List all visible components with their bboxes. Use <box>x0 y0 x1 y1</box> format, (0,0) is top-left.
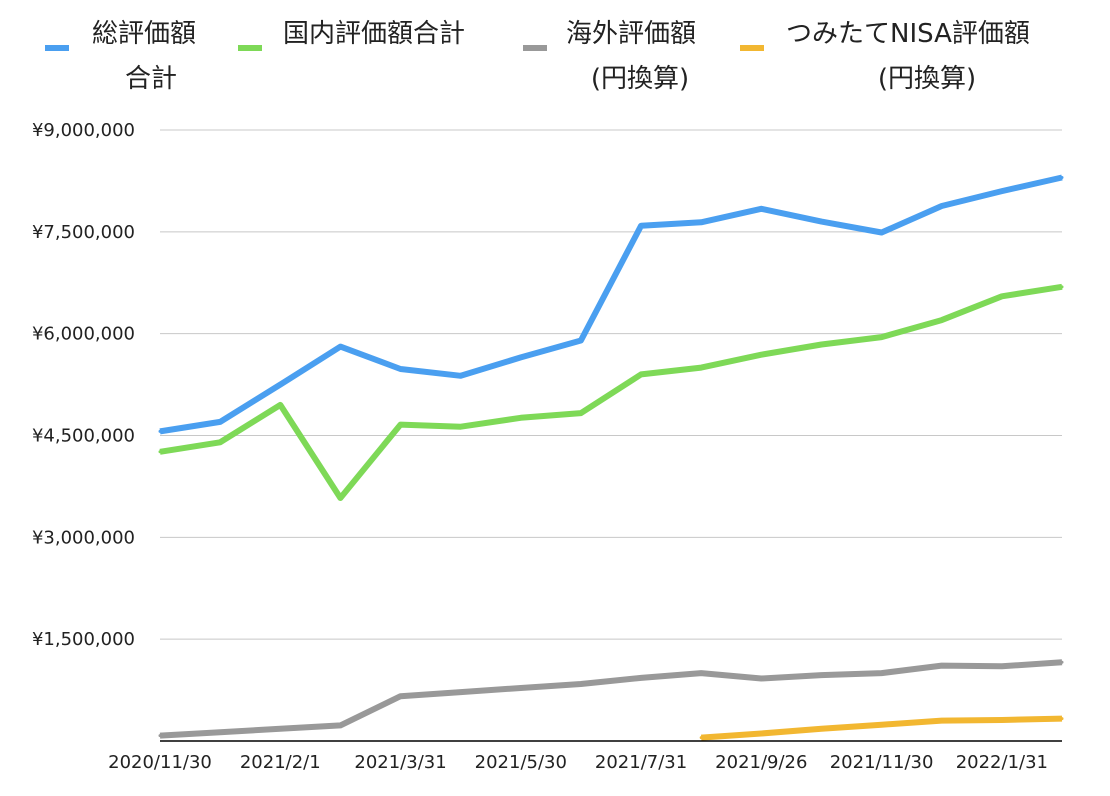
data-point <box>519 355 523 359</box>
data-point <box>579 338 583 342</box>
y-tick-label: ¥6,000,000 <box>32 324 135 345</box>
data-point <box>579 411 583 415</box>
legend-label: つみたてNISA評価額 <box>786 19 1030 49</box>
data-point <box>940 664 944 668</box>
data-point <box>940 318 944 322</box>
legend-label: 国内評価額合計 <box>283 19 465 49</box>
series-line-0 <box>159 174 1063 435</box>
x-tick-label: 2022/1/31 <box>956 752 1048 773</box>
x-tick-label: 2021/7/31 <box>595 752 687 773</box>
y-tick-label: ¥9,000,000 <box>32 120 135 141</box>
data-point <box>459 374 463 378</box>
data-point <box>1000 718 1004 722</box>
legend-label: (円換算) <box>591 64 689 94</box>
x-tick-label: 2021/11/30 <box>830 752 934 773</box>
data-point <box>759 207 763 211</box>
data-point <box>819 343 823 347</box>
x-tick-label: 2021/9/26 <box>715 752 807 773</box>
data-point <box>1060 660 1064 664</box>
data-point <box>278 727 282 731</box>
y-tick-label: ¥3,000,000 <box>32 527 135 548</box>
y-tick-label: ¥7,500,000 <box>32 222 135 243</box>
data-point <box>158 734 162 738</box>
data-point <box>699 366 703 370</box>
data-point <box>759 732 763 736</box>
data-point <box>278 383 282 387</box>
series-line-2 <box>159 659 1063 739</box>
data-point <box>399 423 403 427</box>
data-point <box>338 496 342 500</box>
data-point <box>759 353 763 357</box>
data-point <box>519 686 523 690</box>
data-point <box>158 450 162 454</box>
series-line-1 <box>159 283 1063 501</box>
data-point <box>158 429 162 433</box>
gridlines <box>160 129 1062 640</box>
legend-label: 総評価額 <box>92 19 196 49</box>
data-point <box>880 723 884 727</box>
data-point <box>940 204 944 208</box>
data-point <box>819 673 823 677</box>
data-point <box>940 719 944 723</box>
data-point <box>579 682 583 686</box>
y-tick-label: ¥4,500,000 <box>32 426 135 447</box>
data-point <box>1060 717 1064 721</box>
data-point <box>819 727 823 731</box>
data-point <box>699 736 703 740</box>
data-point <box>399 694 403 698</box>
data-point <box>880 671 884 675</box>
data-point <box>278 403 282 407</box>
x-tick-label: 2021/3/31 <box>354 752 446 773</box>
data-point <box>819 220 823 224</box>
x-tick-label: 2020/11/30 <box>108 752 212 773</box>
legend-label: 合計 <box>125 64 177 94</box>
x-tick-label: 2021/5/30 <box>475 752 567 773</box>
data-point <box>218 730 222 734</box>
series-lines <box>158 174 1064 741</box>
x-tick-label: 2021/2/1 <box>240 752 321 773</box>
legend-label: (円換算) <box>878 64 976 94</box>
data-point <box>880 231 884 235</box>
data-point <box>1000 664 1004 668</box>
x-axis-ticks: 2020/11/30 2021/2/1 2021/3/31 2021/5/30 2021… <box>108 752 1048 773</box>
series-line-3 <box>700 715 1063 741</box>
data-point <box>399 367 403 371</box>
data-point <box>218 440 222 444</box>
data-point <box>218 420 222 424</box>
data-point <box>459 425 463 429</box>
data-point <box>699 671 703 675</box>
y-axis-ticks: ¥1,500,000 ¥3,000,000 ¥4,500,000 ¥6,000,000… <box>32 120 135 650</box>
data-point <box>639 372 643 376</box>
y-tick-label: ¥1,500,000 <box>32 629 135 650</box>
data-point <box>459 690 463 694</box>
data-point <box>1060 285 1064 289</box>
data-point <box>880 335 884 339</box>
data-point <box>759 677 763 681</box>
data-point <box>1000 294 1004 298</box>
data-point <box>699 220 703 224</box>
data-point <box>338 723 342 727</box>
data-point <box>639 676 643 680</box>
legend-label: 海外評価額 <box>566 19 696 49</box>
data-point <box>519 416 523 420</box>
data-point <box>1000 189 1004 193</box>
data-point <box>338 345 342 349</box>
data-point <box>639 224 643 228</box>
data-point <box>1060 176 1064 180</box>
